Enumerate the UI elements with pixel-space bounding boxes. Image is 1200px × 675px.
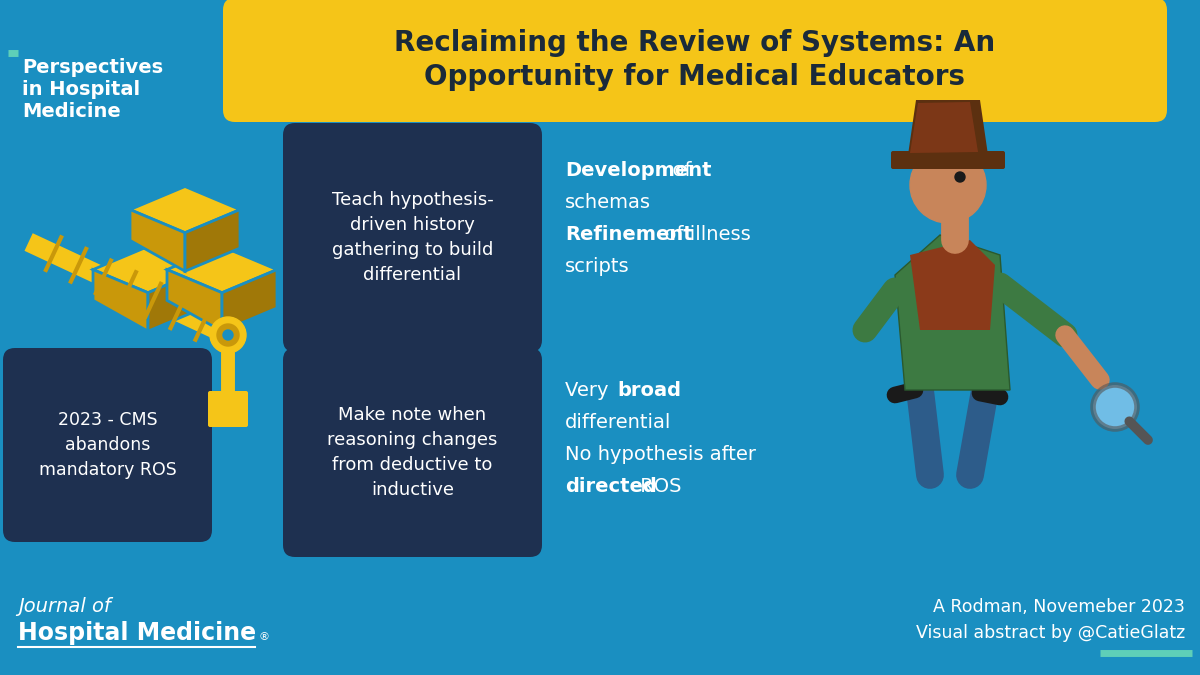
FancyBboxPatch shape: [890, 151, 1006, 169]
Polygon shape: [94, 269, 148, 331]
FancyBboxPatch shape: [208, 391, 248, 427]
Polygon shape: [130, 210, 185, 271]
Circle shape: [1093, 385, 1138, 429]
Polygon shape: [910, 102, 978, 153]
Text: ®: ®: [258, 632, 269, 642]
Text: in Hospital: in Hospital: [22, 80, 140, 99]
Text: broad: broad: [617, 381, 682, 400]
Text: of illness: of illness: [652, 225, 750, 244]
Text: Make note when
reasoning changes
from deductive to
inductive: Make note when reasoning changes from de…: [328, 406, 498, 499]
Polygon shape: [130, 186, 240, 233]
Text: No hypothesis after: No hypothesis after: [565, 445, 756, 464]
Text: schemas: schemas: [565, 192, 650, 211]
Polygon shape: [222, 269, 277, 331]
FancyBboxPatch shape: [283, 123, 542, 352]
Text: scripts: scripts: [565, 256, 630, 275]
Text: directed: directed: [565, 477, 656, 495]
Text: Visual abstract by @CatieGlatz: Visual abstract by @CatieGlatz: [916, 624, 1186, 642]
Polygon shape: [167, 269, 222, 331]
Circle shape: [955, 172, 965, 182]
Text: Hospital Medicine: Hospital Medicine: [18, 621, 256, 645]
Polygon shape: [908, 100, 988, 155]
Circle shape: [217, 324, 239, 346]
Text: Perspectives: Perspectives: [22, 58, 163, 77]
Text: Refinement: Refinement: [565, 225, 692, 244]
Text: of: of: [660, 161, 692, 180]
Text: 2023 - CMS
abandons
mandatory ROS: 2023 - CMS abandons mandatory ROS: [38, 411, 176, 479]
Text: A Rodman, Novemeber 2023: A Rodman, Novemeber 2023: [934, 598, 1186, 616]
Text: differential: differential: [565, 412, 671, 431]
Text: ROS: ROS: [635, 477, 682, 495]
Text: Teach hypothesis-
driven history
gathering to build
differential: Teach hypothesis- driven history gatheri…: [331, 191, 493, 284]
Polygon shape: [167, 246, 277, 293]
Polygon shape: [895, 235, 1010, 390]
Text: Journal of: Journal of: [18, 597, 110, 616]
Polygon shape: [910, 240, 995, 330]
Circle shape: [910, 147, 986, 223]
Text: Very: Very: [565, 381, 622, 400]
Polygon shape: [185, 210, 240, 271]
Text: Development: Development: [565, 161, 712, 180]
FancyBboxPatch shape: [283, 348, 542, 557]
Circle shape: [223, 330, 233, 340]
Text: Medicine: Medicine: [22, 102, 121, 121]
Text: Reclaiming the Review of Systems: An
Opportunity for Medical Educators: Reclaiming the Review of Systems: An Opp…: [395, 29, 996, 91]
Polygon shape: [148, 269, 203, 331]
FancyBboxPatch shape: [2, 348, 212, 542]
FancyBboxPatch shape: [223, 0, 1166, 122]
Circle shape: [210, 317, 246, 353]
Polygon shape: [94, 246, 203, 293]
